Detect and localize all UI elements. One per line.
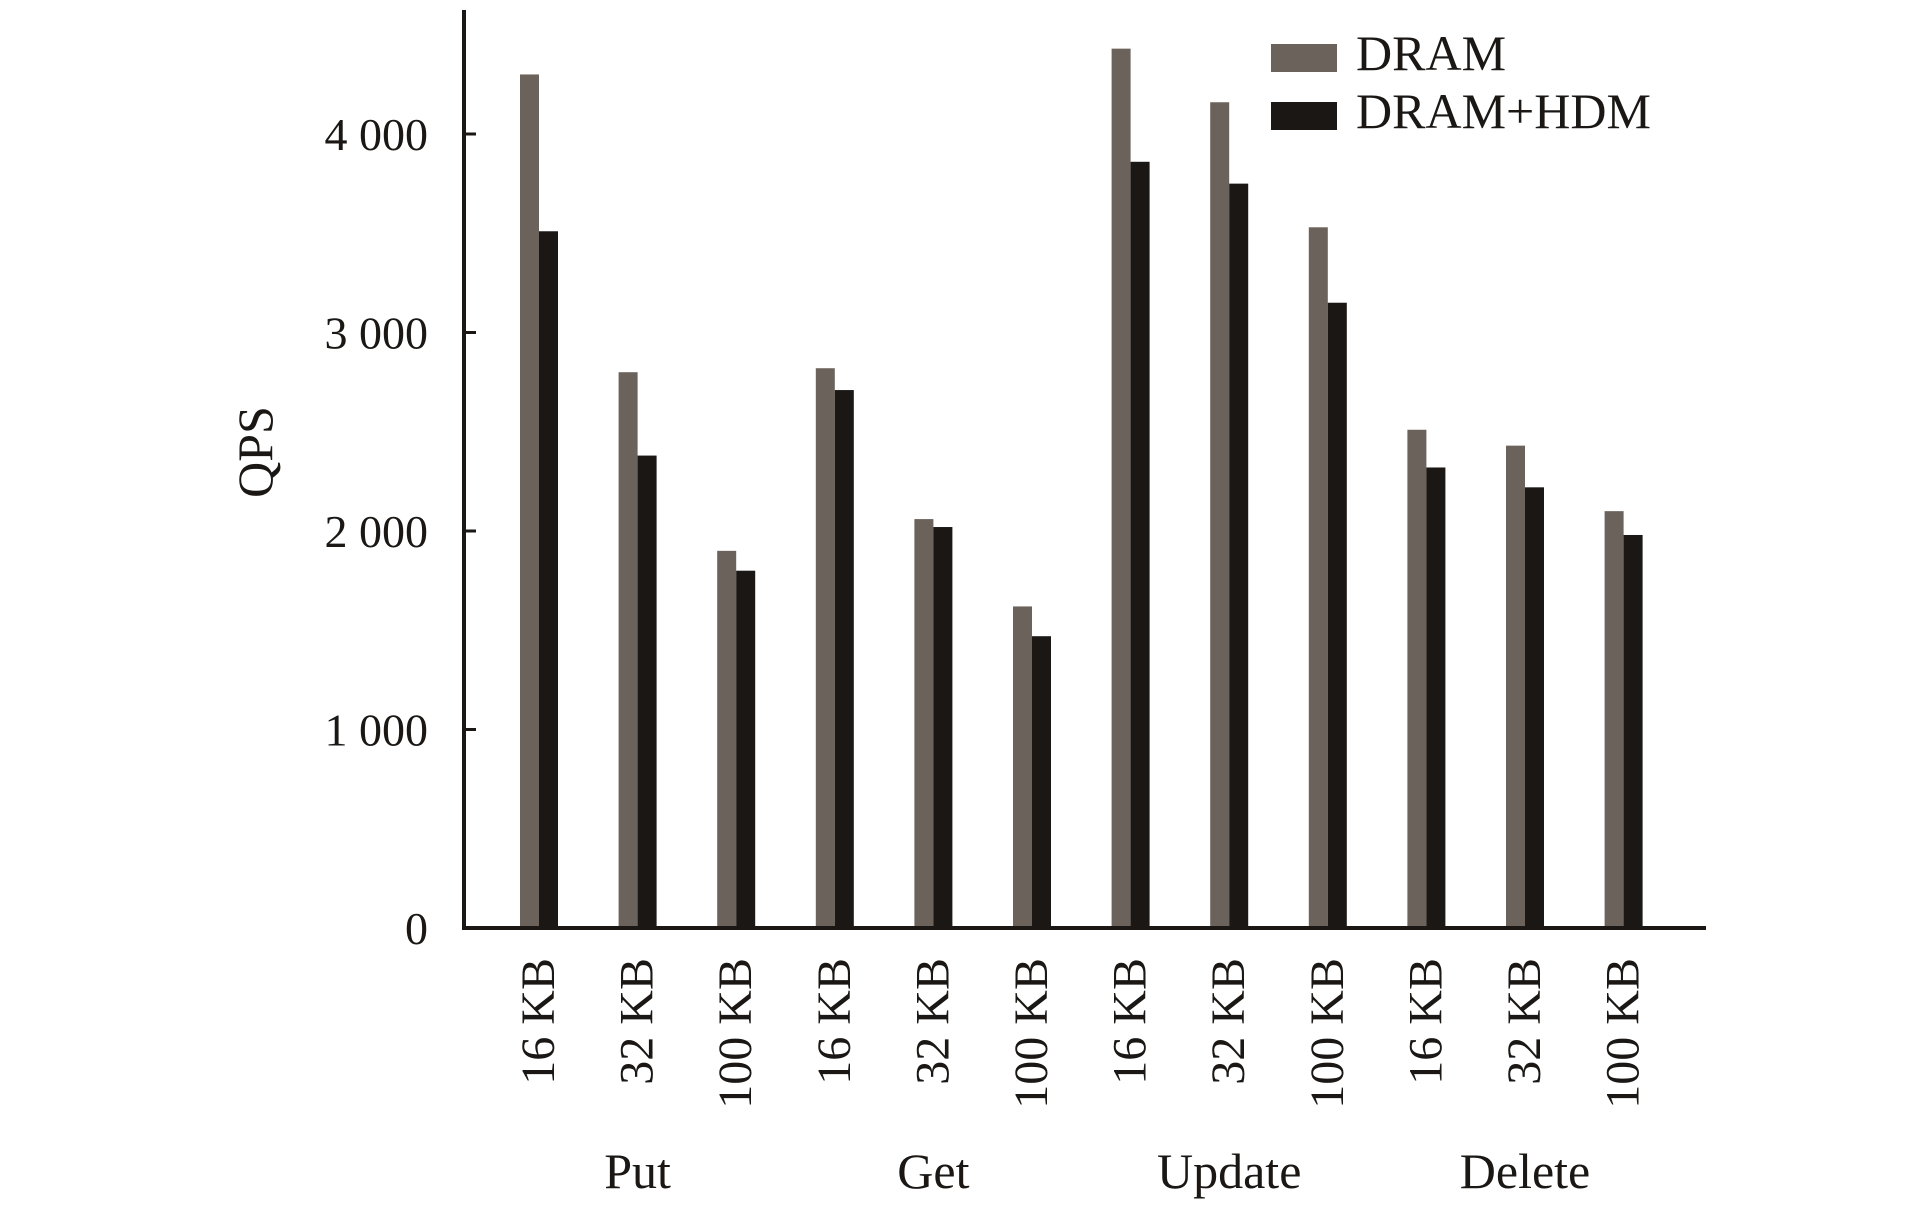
x-tick-label: 32 KB	[906, 958, 959, 1085]
bar-dram-0	[520, 74, 539, 928]
x-tick-label: 32 KB	[611, 958, 664, 1085]
y-tick-label: 3 000	[325, 308, 429, 359]
bar-dram-11	[1604, 511, 1624, 928]
group-label-update: Update	[1157, 1143, 1301, 1199]
bar-dram-hdm-11	[1623, 534, 1643, 928]
x-tick-label: 100 KB	[1301, 958, 1354, 1109]
bar-dram-8	[1308, 227, 1328, 929]
bar-dram-hdm-8	[1327, 302, 1347, 929]
legend-swatch-dram-hdm	[1271, 102, 1337, 130]
bar-dram-1	[618, 372, 638, 928]
bar-dram-hdm-5	[1032, 636, 1051, 928]
bar-dram-3	[815, 368, 835, 929]
legend-swatch-dram	[1271, 44, 1337, 72]
bar-dram-7	[1210, 102, 1230, 929]
x-tick-label: 100 KB	[709, 958, 762, 1109]
bars-layer	[520, 48, 1643, 929]
y-tick-label: 1 000	[325, 705, 429, 756]
x-tick-label: 16 KB	[1399, 958, 1452, 1085]
x-tick-label: 100 KB	[1005, 958, 1058, 1109]
bar-dram-9	[1407, 429, 1427, 928]
bar-dram-10	[1506, 445, 1525, 928]
x-tick-label: 16 KB	[512, 958, 565, 1085]
x-tick-label: 32 KB	[1498, 958, 1551, 1085]
legend-label-dram-hdm: DRAM+HDM	[1356, 83, 1651, 139]
bar-dram-hdm-4	[933, 527, 953, 928]
bar-dram-hdm-6	[1130, 161, 1150, 929]
group-label-delete: Delete	[1460, 1143, 1590, 1199]
bar-dram-6	[1111, 48, 1131, 928]
bar-dram-hdm-3	[834, 390, 854, 928]
y-tick-label: 4 000	[325, 109, 429, 160]
bar-dram-hdm-1	[637, 455, 657, 928]
group-label-get: Get	[897, 1143, 969, 1199]
bar-dram-hdm-10	[1525, 487, 1544, 928]
bar-dram-hdm-2	[736, 570, 756, 928]
y-tick-label: 2 000	[325, 506, 429, 557]
bar-dram-hdm-0	[539, 231, 558, 928]
group-label-put: Put	[604, 1143, 671, 1199]
y-axis-label: QPS	[227, 406, 283, 498]
bar-dram-2	[717, 550, 737, 928]
labels-layer: 0 1 000 2 000 3 000 4 000 QPS 16 KB 32 KB 100 KB…	[227, 109, 1650, 1199]
x-tick-label: 16 KB	[808, 958, 861, 1085]
bar-dram-5	[1013, 606, 1032, 928]
bar-dram-hdm-9	[1426, 467, 1446, 928]
legend-label-dram: DRAM	[1356, 25, 1506, 81]
x-tick-label: 32 KB	[1202, 958, 1255, 1085]
x-tick-label: 16 KB	[1104, 958, 1157, 1085]
axes-layer	[462, 10, 1706, 930]
y-tick-label: 0	[405, 903, 428, 954]
x-tick-label: 100 KB	[1597, 958, 1650, 1109]
bar-dram-4	[914, 519, 934, 928]
bar-dram-hdm-7	[1229, 183, 1249, 928]
